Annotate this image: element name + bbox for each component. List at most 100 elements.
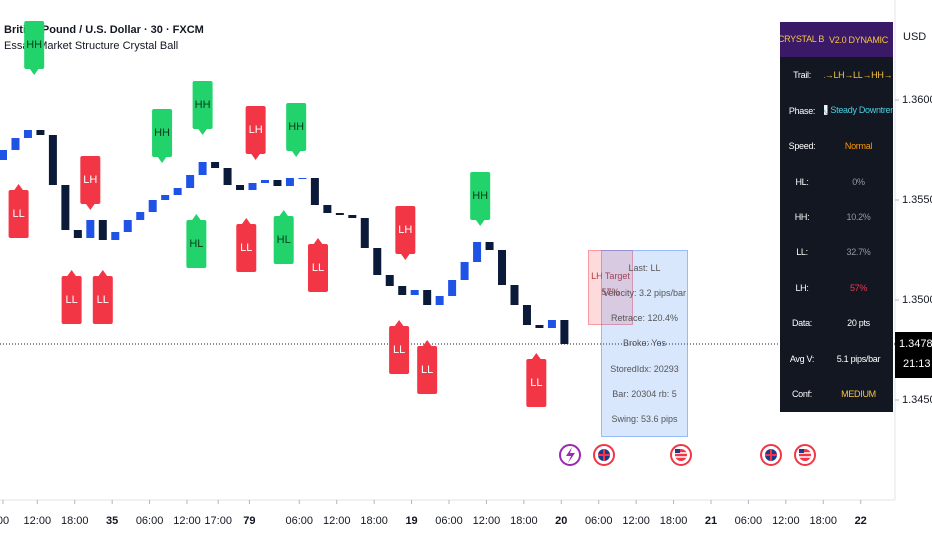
candle-body [136,212,145,220]
x-tick-label: 00 [0,515,9,527]
candle-body [211,162,220,168]
candle-body [323,205,332,213]
candle-body [123,220,132,232]
info-line: Bar: 20304 rb: 5 [612,389,677,400]
event-icon[interactable] [794,444,816,466]
structure-label: LL [308,238,329,292]
candle-body [61,185,70,230]
countdown-label: 21:13 [903,358,931,370]
candle-body [23,130,32,138]
label-box [80,156,101,204]
panel-label: Speed: [788,141,816,152]
price-label-bg [895,332,932,378]
x-tick-label: 12:00 [173,515,201,527]
structure-label: LH [80,156,101,210]
info-box: Last: LL Velocity: 3.2 pips/bar Retrace: 1… [601,250,688,437]
label-box [470,172,491,220]
label-text: LH [398,224,412,236]
candle-body [86,220,95,238]
label-text: HH [26,39,42,51]
info-line: Retrace: 120.4% [610,313,679,324]
candle-body [98,220,107,240]
label-pointer [13,184,24,191]
candle-body [161,195,170,200]
structure-label: HL [186,214,207,268]
structure-label: LL [236,218,257,272]
candle-body [73,230,82,238]
panel-label: Phase: [788,105,816,116]
label-pointer [278,210,289,217]
candle-body [435,296,444,305]
candle-body [148,200,157,212]
label-box [192,81,213,129]
label-box [152,109,173,157]
x-tick-label: 19 [405,515,417,527]
y-tick-label: 1.35000 [902,294,932,306]
label-pointer [191,214,202,221]
x-tick-label: 20 [555,515,567,527]
label-text: LH [249,124,263,136]
candle-body [11,138,20,150]
candle-body [173,188,182,195]
candle-body [298,178,307,179]
x-tick-label: 12:00 [323,515,351,527]
panel-header: V2.0 DYNAMIC [824,22,893,58]
structure-label: LL [526,353,547,407]
candle-body [198,162,207,175]
panel-label: HL: [795,176,809,187]
y-tick-label: 1.34500 [902,394,932,406]
x-tick-label: 12:00 [772,515,800,527]
candle-body [473,242,482,262]
label-text: LL [530,377,542,389]
candle-body [522,305,531,325]
x-tick-label: 18:00 [810,515,838,527]
label-box [61,276,82,324]
panel-label: LL: [796,247,808,258]
panel-value: 0% [852,176,865,187]
label-text: HH [472,190,488,202]
x-tick-label: 17:00 [204,515,232,527]
structure-label: LL [92,270,113,324]
structure-label: HL [273,210,294,264]
panel-value: 10.2% [846,211,871,222]
structure-label: LL [8,184,29,238]
candle-body [373,248,382,275]
candle-body [460,262,469,280]
panel-label: Conf: [791,389,812,400]
candle-body [236,185,245,190]
structure-label: HH [192,81,213,135]
panel-header: 🔮 CRYSTAL BALL [780,22,824,58]
structure-label: LH [395,206,416,260]
label-text: LL [312,262,324,274]
candle-body [448,280,457,296]
panel-value: 5.1 pips/bar [836,353,881,364]
event-icon[interactable] [760,444,782,466]
x-tick-label: 12:00 [622,515,650,527]
label-text: HH [195,99,211,111]
label-pointer [394,320,405,327]
label-pointer [422,340,433,347]
panel-label: LH: [795,282,809,293]
candle-body [423,290,432,305]
event-icon[interactable] [593,444,615,466]
candle-body [248,183,257,190]
label-box [526,359,547,407]
label-box [24,21,45,69]
event-icon[interactable] [670,444,692,466]
panel-value: MEDIUM [841,389,876,400]
info-line: StoredIdx: 20293 [610,363,679,374]
info-line: Swing: 53.6 pips [611,414,678,425]
info-line: Last: LL [628,262,661,273]
label-box [308,244,329,292]
candle-body [36,130,45,135]
panel-label: HH: [794,211,810,222]
candle-body [410,290,419,295]
stats-panel: 🔮 CRYSTAL BALLV2.0 DYNAMIC Trail: LL→LH→LL… [780,22,893,412]
info-line: Broke: Yes [622,338,667,349]
target-box: LH Target 57% [588,250,633,325]
structure-label: LH [245,106,266,160]
target-value: 57% [601,287,620,297]
label-pointer [97,270,108,277]
label-pointer [66,270,77,277]
label-text: HH [154,127,170,139]
